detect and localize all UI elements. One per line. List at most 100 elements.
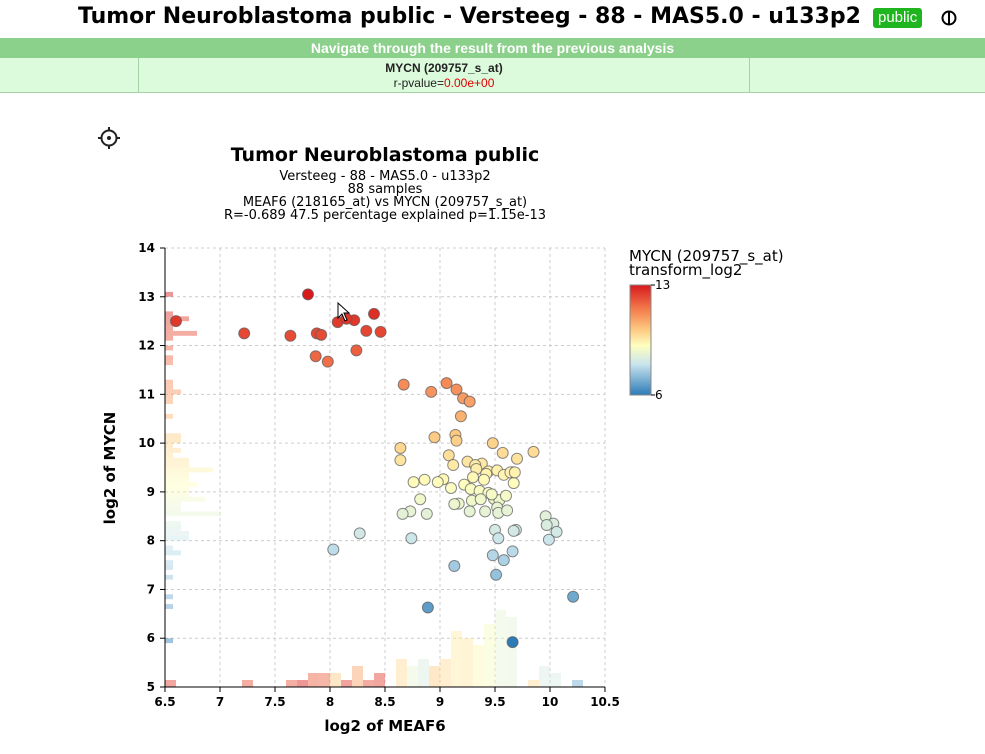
data-point[interactable] — [394, 454, 407, 467]
data-point[interactable] — [353, 527, 366, 540]
data-point[interactable] — [447, 459, 460, 472]
data-point[interactable] — [486, 549, 499, 562]
probe-name: MYCN (209757_s_at) — [385, 61, 503, 75]
data-point[interactable] — [454, 410, 467, 423]
x-histogram-bar — [418, 659, 429, 687]
data-point[interactable] — [170, 315, 182, 328]
data-point[interactable] — [421, 601, 434, 614]
data-point[interactable] — [425, 385, 438, 398]
data-point[interactable] — [474, 493, 487, 506]
data-point[interactable] — [463, 505, 476, 518]
data-point[interactable] — [542, 533, 555, 546]
x-histogram-bar — [297, 680, 308, 687]
nav-current-cell[interactable]: MYCN (209757_s_at) r-pvalue=0.00e+00 — [139, 58, 750, 92]
data-point[interactable] — [431, 476, 444, 489]
navigation-row: MYCN (209757_s_at) r-pvalue=0.00e+00 — [0, 58, 985, 93]
data-point[interactable] — [284, 329, 297, 342]
data-point[interactable] — [445, 481, 457, 494]
x-histogram-bar — [242, 680, 253, 687]
title-row: Tumor Neuroblastoma public - Versteeg - … — [0, 0, 985, 36]
data-point[interactable] — [238, 327, 251, 340]
data-point[interactable] — [507, 524, 520, 537]
data-point[interactable] — [567, 590, 580, 603]
y-tick-label: 6 — [147, 631, 155, 645]
y-histogram-bar — [165, 467, 213, 473]
data-point[interactable] — [428, 431, 441, 444]
marginal-histograms — [165, 291, 583, 687]
y-histogram-bar — [165, 379, 173, 385]
data-point[interactable] — [360, 324, 373, 337]
grid — [165, 247, 606, 687]
y-histogram-bar — [165, 413, 173, 419]
colorbar-title-1: MYCN (209757_s_at) — [629, 247, 784, 266]
data-point[interactable] — [405, 532, 418, 545]
data-point[interactable] — [506, 545, 519, 558]
data-point[interactable] — [448, 560, 461, 573]
data-point[interactable] — [479, 505, 492, 518]
data-point[interactable] — [485, 488, 498, 501]
data-point[interactable] — [486, 437, 499, 450]
data-point[interactable] — [368, 307, 380, 320]
data-point[interactable] — [414, 493, 427, 506]
data-point[interactable] — [327, 543, 340, 556]
data-point[interactable] — [448, 498, 461, 511]
data-point[interactable] — [496, 446, 509, 459]
x-histogram-bar — [572, 680, 583, 687]
data-point[interactable] — [508, 466, 521, 479]
chart-title: Tumor Neuroblastoma public — [231, 144, 540, 166]
data-point[interactable] — [407, 476, 420, 489]
nav-previous-cell[interactable] — [0, 58, 139, 92]
data-point[interactable] — [501, 504, 514, 517]
chart-subtitle-4: R=-0.689 47.5 percentage explained p=1.1… — [224, 208, 546, 223]
x-histogram-bar — [363, 680, 374, 687]
x-histogram-bar — [473, 645, 484, 687]
data-point[interactable] — [394, 441, 407, 454]
x-histogram-bar — [308, 673, 319, 687]
y-tick-label: 9 — [147, 485, 155, 499]
data-point[interactable] — [397, 378, 410, 391]
data-point[interactable] — [497, 554, 510, 567]
y-histogram-bar — [165, 491, 189, 497]
data-point[interactable] — [540, 519, 553, 532]
pvalue-value: 0.00e+00 — [443, 76, 495, 90]
y-histogram-bar — [165, 545, 173, 551]
data-point[interactable] — [511, 452, 523, 465]
target-icon[interactable] — [97, 126, 121, 150]
y-tick-label: 14 — [138, 241, 155, 255]
data-point[interactable] — [507, 477, 520, 490]
data-point[interactable] — [450, 383, 463, 396]
x-histogram-bar — [528, 680, 539, 687]
x-histogram-bar — [396, 659, 407, 687]
public-badge[interactable]: public — [873, 8, 923, 28]
x-histogram-bar — [550, 673, 561, 687]
data-point[interactable] — [420, 507, 433, 520]
data-point[interactable] — [500, 489, 512, 502]
data-point[interactable] — [463, 395, 476, 408]
data-point[interactable] — [440, 377, 453, 390]
data-point[interactable] — [506, 636, 519, 649]
x-histogram-bar — [319, 673, 330, 687]
data-point[interactable] — [321, 355, 334, 368]
chart-subtitle-2: 88 samples — [348, 182, 423, 197]
data-point[interactable] — [374, 325, 387, 338]
data-point[interactable] — [490, 568, 503, 581]
y-axis-title: log2 of MYCN — [101, 412, 119, 525]
x-tick-label: 6.5 — [154, 695, 175, 709]
data-point[interactable] — [442, 449, 455, 462]
data-point[interactable] — [550, 525, 563, 538]
y-histogram-bar — [165, 535, 189, 541]
info-icon[interactable] — [940, 9, 958, 27]
data-point[interactable] — [396, 507, 409, 520]
data-point[interactable] — [450, 434, 463, 447]
data-point[interactable] — [302, 288, 314, 301]
data-point[interactable] — [418, 473, 431, 486]
data-point[interactable] — [527, 445, 540, 458]
data-point[interactable] — [309, 350, 322, 363]
data-point[interactable] — [467, 471, 479, 484]
data-point[interactable] — [492, 532, 505, 545]
data-point[interactable] — [350, 344, 363, 357]
chart-subtitle-3: MEAF6 (218165_at) vs MYCN (209757_s_at) — [243, 195, 527, 210]
data-point[interactable] — [315, 328, 328, 341]
data-point[interactable] — [478, 473, 490, 486]
